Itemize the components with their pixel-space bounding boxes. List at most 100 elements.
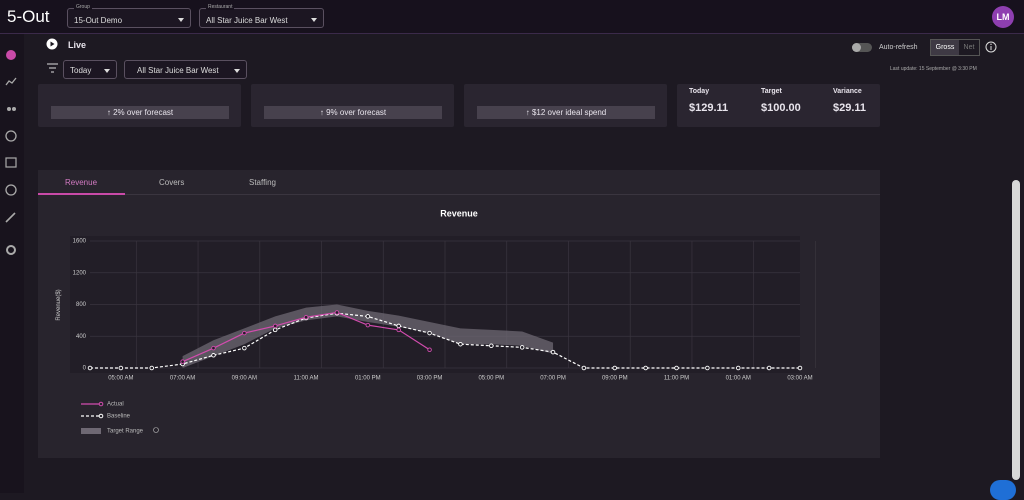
metric-pill: ↑ 2% over forecast (51, 106, 229, 119)
y-tick-label: 1200 (73, 270, 87, 276)
tab-indicator (38, 193, 125, 195)
x-tick-label: 07:00 AM (170, 376, 195, 382)
summary-value: $29.11 (833, 102, 867, 114)
summary-label: Target (761, 88, 782, 95)
data-point (612, 365, 618, 371)
legend-label: Actual (107, 402, 124, 408)
nav-settings[interactable] (6, 245, 16, 255)
info-icon[interactable] (985, 41, 997, 53)
x-tick-label: 01:00 AM (726, 376, 751, 382)
legend-swatch (81, 428, 101, 434)
location-dropdown[interactable]: All Star Juice Bar West (124, 60, 247, 79)
metric-card (38, 84, 241, 127)
data-point (550, 349, 556, 355)
location-value: All Star Juice Bar West (137, 66, 219, 75)
last-update: Last update: 15 September @ 3:30 PM (890, 66, 977, 72)
legend-info (153, 427, 159, 433)
data-point (149, 365, 154, 371)
data-point (705, 365, 710, 371)
restaurant-label: Restaurant (206, 4, 235, 10)
y-tick-label: 0 (83, 366, 87, 372)
data-point (396, 323, 401, 329)
summary-value: $100.00 (761, 102, 801, 114)
legend-marker (98, 413, 104, 419)
data-point (242, 345, 247, 351)
data-point (736, 365, 741, 371)
nav-reports[interactable] (5, 157, 17, 168)
nav-live[interactable] (6, 50, 16, 60)
data-point (643, 365, 648, 371)
data-point (272, 327, 278, 333)
y-tick-label: 1600 (73, 239, 87, 245)
legend-label: Baseline (107, 414, 131, 420)
summary-label: Today (689, 88, 710, 95)
metric-card (251, 84, 454, 127)
nav-staff[interactable] (7, 107, 11, 111)
net-option[interactable]: Net (963, 44, 975, 51)
caret (178, 18, 184, 22)
metric-card (464, 84, 667, 127)
card-text: 9% over forecast (326, 108, 387, 117)
x-tick-label: 11:00 AM (294, 376, 319, 382)
card-text: $12 over ideal spend (531, 108, 607, 117)
group-value: 15-Out Demo (74, 16, 123, 25)
summary-value: $129.11 (689, 102, 729, 114)
tab-revenue[interactable]: Revenue (65, 178, 98, 187)
card-text: 2% over forecast (113, 108, 174, 117)
toggle-knob (852, 43, 861, 52)
data-point (766, 365, 772, 371)
x-tick-label: 03:00 AM (787, 376, 812, 382)
period-dropdown[interactable]: Today (63, 60, 117, 79)
legend-label: Target Range (107, 429, 144, 435)
legend-marker (98, 401, 104, 407)
data-point (427, 330, 432, 336)
data-point (87, 365, 93, 371)
auto-refresh-toggle[interactable] (852, 43, 872, 52)
data-point (797, 365, 803, 371)
data-point (180, 359, 185, 364)
metric-pill: ↑ $12 over ideal spend (477, 106, 655, 119)
nav-history[interactable] (5, 184, 17, 196)
data-point (242, 330, 247, 336)
period-value: Today (70, 66, 92, 75)
data-point (211, 345, 216, 351)
metric-pill: ↑ 9% over forecast (264, 106, 442, 119)
tab-staffing[interactable]: Staffing (249, 178, 276, 187)
data-point (519, 345, 525, 350)
gross-option[interactable]: Gross (931, 40, 959, 55)
restaurant-dropdown[interactable]: Restaurant All Star Juice Bar West (199, 4, 324, 28)
live-label: Live (68, 40, 87, 50)
avatar[interactable]: LM (992, 6, 1014, 28)
x-tick-label: 11:00 PM (664, 376, 689, 382)
logo[interactable]: 5-Out (7, 7, 50, 26)
data-point (489, 343, 494, 349)
data-point (427, 347, 432, 352)
tab-divider (38, 194, 880, 195)
x-tick-label: 09:00 AM (232, 376, 257, 382)
target-range (182, 304, 554, 368)
group-label: Group (74, 4, 92, 10)
x-tick-label: 03:00 PM (417, 376, 443, 382)
data-point (581, 365, 587, 371)
data-point (674, 365, 679, 371)
y-axis-label: Revenue($) (56, 289, 62, 320)
data-point (458, 341, 463, 347)
series-line (90, 312, 800, 369)
chart-title: Revenue (440, 208, 478, 218)
caret (234, 69, 240, 73)
auto-refresh-label: Auto-refresh (879, 44, 918, 51)
nav-trends[interactable] (5, 77, 17, 86)
gross-net-switch: Gross Net (930, 39, 980, 56)
nav-edit[interactable] (5, 212, 16, 223)
x-tick-label: 09:00 PM (602, 376, 628, 382)
filter-icon[interactable] (47, 63, 59, 73)
tab-covers[interactable]: Covers (159, 178, 185, 187)
x-tick-label: 01:00 PM (355, 376, 381, 382)
group-dropdown[interactable]: Group 15-Out Demo (67, 4, 191, 28)
data-point (334, 310, 340, 315)
scrollbar[interactable] (1012, 180, 1020, 480)
nav-money[interactable] (5, 130, 17, 142)
sidebar-icons (5, 50, 17, 255)
